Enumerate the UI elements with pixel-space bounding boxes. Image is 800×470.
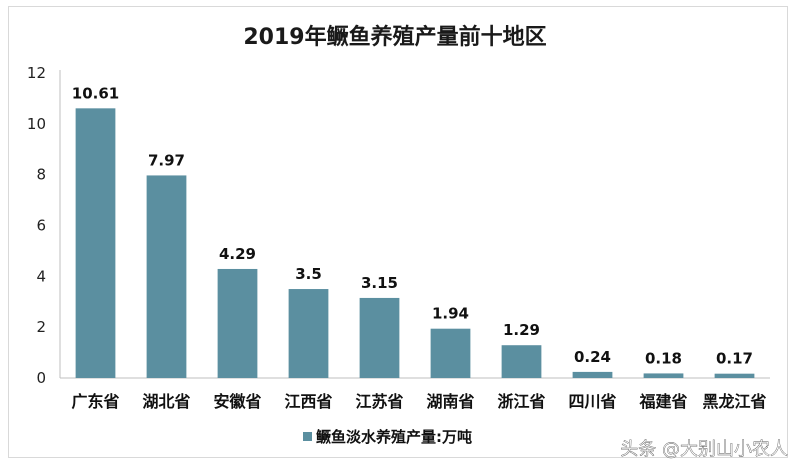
data-label: 3.5 — [295, 265, 322, 283]
x-tick-label: 安徽省 — [213, 392, 261, 411]
bar — [430, 328, 471, 378]
y-tick-label: 2 — [36, 318, 46, 336]
data-label: 1.29 — [503, 321, 540, 339]
x-tick-label: 广东省 — [71, 392, 119, 411]
data-label: 4.29 — [219, 245, 256, 263]
x-tick-label: 浙江省 — [497, 392, 545, 411]
watermark: 头条 @大别山小农人 — [620, 439, 788, 460]
bar — [359, 297, 400, 378]
y-tick-label: 0 — [36, 369, 46, 387]
y-tick-label: 12 — [27, 64, 46, 82]
legend: 鳜鱼淡水养殖产量:万吨 — [303, 428, 472, 446]
x-tick-label: 福建省 — [638, 392, 687, 411]
bar — [643, 373, 684, 378]
data-label: 0.17 — [716, 350, 753, 368]
y-tick-label: 6 — [36, 217, 46, 235]
bar — [288, 289, 329, 378]
bar — [217, 268, 258, 378]
legend-swatch — [303, 432, 312, 441]
bar — [501, 345, 542, 378]
data-label: 0.24 — [574, 348, 611, 366]
x-tick-label: 黑龙江省 — [702, 392, 766, 411]
x-tick-label: 江苏省 — [355, 392, 403, 411]
x-tick-label: 江西省 — [284, 392, 332, 411]
x-tick-group: 广东省 湖北省 安徽省 江西省 江苏省 湖南省 浙江省 四川省 福建省 黑龙江省 — [71, 392, 766, 411]
data-label: 3.15 — [361, 274, 398, 292]
data-label-group: 10.61 7.97 4.29 3.5 3.15 1.94 1.29 0.24 0.18 0.17 — [72, 84, 753, 367]
chart-title: 2019年鳜鱼养殖产量前十地区 — [243, 24, 546, 50]
data-label: 1.94 — [432, 305, 469, 323]
y-tick-label: 10 — [27, 115, 46, 133]
bar — [714, 373, 755, 378]
y-tick-label: 8 — [36, 166, 46, 184]
y-tick-group: 0 2 4 6 8 10 12 — [27, 64, 46, 387]
data-label: 7.97 — [148, 151, 185, 169]
data-label: 10.61 — [72, 84, 119, 102]
y-tick-label: 4 — [36, 267, 46, 285]
x-tick-label: 湖北省 — [142, 392, 190, 411]
bar — [572, 371, 613, 378]
x-tick-label: 四川省 — [568, 392, 616, 411]
bar — [75, 108, 116, 379]
bar-group — [75, 108, 755, 379]
data-label: 0.18 — [645, 349, 682, 367]
legend-label: 鳜鱼淡水养殖产量:万吨 — [316, 428, 472, 446]
x-tick-label: 湖南省 — [426, 392, 474, 411]
chart-frame — [8, 6, 788, 458]
bar — [146, 175, 187, 378]
